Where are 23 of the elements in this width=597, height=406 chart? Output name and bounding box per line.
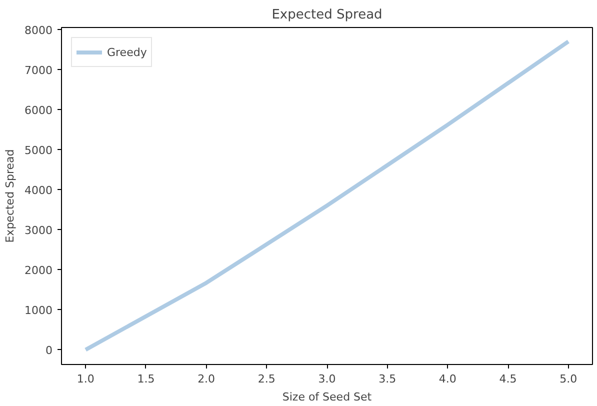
y-tick-label: 6000 — [24, 104, 53, 118]
x-tick-label: 3.5 — [378, 372, 396, 386]
x-axis-title: Size of Seed Set — [282, 390, 372, 404]
legend-label: Greedy — [107, 46, 147, 58]
x-tick-label: 4.0 — [438, 372, 456, 386]
x-tick-label: 3.0 — [318, 372, 336, 386]
x-tick-label: 2.5 — [258, 372, 276, 386]
y-tick-label: 4000 — [24, 184, 53, 198]
x-tick-label: 1.0 — [76, 372, 94, 386]
x-tick-label: 4.5 — [499, 372, 517, 386]
y-tick-label: 8000 — [24, 24, 53, 37]
y-tick-label: 5000 — [24, 144, 53, 158]
y-tick-label: 2000 — [24, 264, 53, 278]
y-tick-label: 1000 — [24, 304, 53, 318]
y-axis-title: Expected Spread — [4, 149, 17, 243]
line-series — [84, 40, 570, 352]
y-tick-label: 7000 — [24, 64, 53, 78]
chart-title: Expected Spread — [272, 8, 382, 22]
x-tick-label: 5.0 — [560, 372, 578, 386]
x-tick-label: 2.0 — [198, 372, 216, 386]
x-tick-label: 1.5 — [137, 372, 155, 386]
y-tick-label: 3000 — [24, 224, 53, 238]
y-tick-label: 0 — [46, 344, 52, 358]
